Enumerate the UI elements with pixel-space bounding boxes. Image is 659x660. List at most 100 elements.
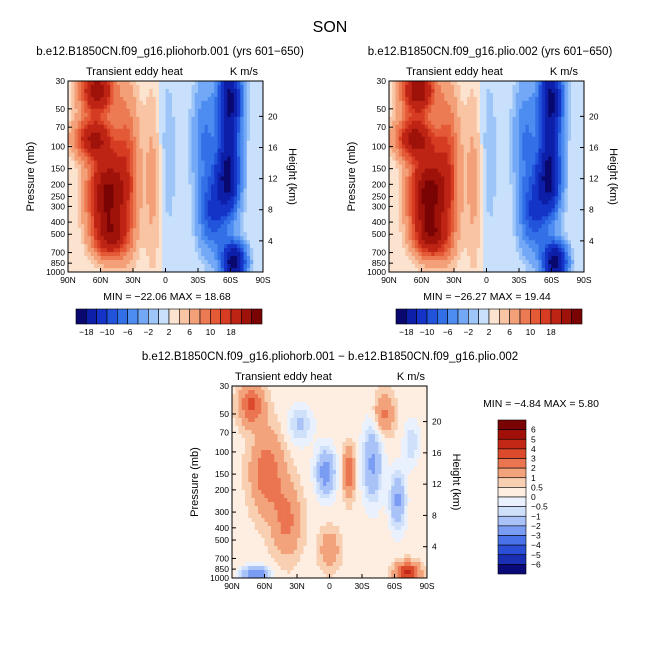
field-cell (398, 112, 403, 118)
field-cell (71, 264, 75, 269)
field-cell (90, 100, 95, 106)
field-cell (421, 192, 426, 197)
field-cell (146, 116, 150, 122)
field-cell (506, 96, 510, 102)
field-cell (204, 148, 209, 154)
field-cell (211, 176, 215, 181)
field-cell (463, 96, 468, 102)
field-cell (94, 240, 98, 245)
field-cell (198, 204, 202, 209)
field-cell (214, 81, 218, 86)
field-cell (489, 132, 494, 138)
field-cell (250, 148, 254, 154)
field-cell (554, 168, 559, 173)
field-cell (217, 192, 222, 197)
field-cell (217, 104, 222, 110)
field-cell (81, 152, 85, 158)
field-cell (142, 164, 147, 169)
field-cell (204, 104, 209, 110)
field-cell (123, 104, 127, 110)
field-cell (230, 128, 235, 134)
field-cell (463, 156, 468, 161)
field-cell (554, 204, 559, 209)
field-cell (139, 140, 144, 146)
field-cell (87, 196, 92, 201)
field-cell (185, 248, 189, 253)
panel-1-y-tick-label: 150 (51, 164, 65, 174)
field-cell (415, 156, 419, 161)
field-cell (77, 176, 82, 181)
field-cell (411, 148, 416, 154)
field-cell (444, 100, 448, 106)
field-cell (444, 140, 448, 146)
field-cell (168, 200, 173, 205)
field-cell (139, 100, 144, 106)
field-cell (243, 240, 248, 245)
field-cell (444, 84, 448, 90)
field-cell (240, 184, 244, 189)
field-cell (103, 248, 108, 253)
field-cell (564, 172, 569, 177)
field-cell (577, 136, 582, 142)
field-cell (405, 84, 409, 90)
field-cell (486, 152, 491, 158)
field-cell (90, 116, 95, 122)
field-cell (441, 172, 445, 177)
field-cell (541, 200, 546, 205)
field-cell (237, 128, 241, 134)
field-cell (551, 196, 556, 201)
field-cell (434, 132, 439, 138)
field-cell (240, 216, 244, 221)
field-cell (577, 184, 582, 189)
field-cell (146, 216, 150, 221)
field-cell (233, 148, 238, 154)
field-cell (224, 88, 228, 94)
field-cell (113, 92, 118, 98)
field-cell (107, 144, 111, 150)
field-cell (146, 96, 150, 102)
field-cell (178, 132, 183, 138)
field-cell (165, 92, 170, 98)
field-cell (207, 220, 212, 225)
field-cell (120, 112, 124, 118)
field-cell (107, 260, 111, 265)
field-cell (389, 140, 393, 146)
field-cell (408, 208, 413, 213)
field-cell (116, 236, 121, 241)
field-cell (168, 264, 173, 269)
field-cell (103, 244, 108, 249)
field-cell (411, 180, 416, 185)
field-cell (146, 100, 150, 106)
field-cell (405, 192, 409, 197)
field-cell (554, 176, 559, 181)
field-cell (486, 164, 491, 169)
panel-1-height-tick-label: 4 (268, 236, 273, 246)
field-cell (133, 208, 137, 213)
field-cell (574, 140, 578, 146)
field-cell (561, 192, 565, 197)
field-cell (480, 128, 484, 134)
field-cell (230, 116, 235, 122)
field-cell (389, 192, 393, 197)
field-cell (493, 208, 497, 213)
field-cell (230, 160, 235, 165)
field-cell (558, 88, 562, 94)
field-cell (467, 152, 471, 158)
field-cell (172, 136, 176, 142)
field-cell (528, 168, 533, 173)
field-cell (68, 260, 72, 265)
field-cell (545, 96, 549, 102)
field-cell (77, 204, 82, 209)
field-cell (431, 160, 435, 165)
field-cell (237, 260, 241, 265)
field-cell (489, 196, 494, 201)
field-cell (250, 136, 254, 142)
field-cell (68, 128, 72, 134)
field-cell (502, 168, 507, 173)
field-cell (395, 120, 400, 126)
field-cell (181, 196, 186, 201)
field-cell (398, 108, 403, 114)
field-cell (237, 100, 241, 106)
field-cell (207, 100, 212, 106)
field-cell (454, 144, 458, 150)
